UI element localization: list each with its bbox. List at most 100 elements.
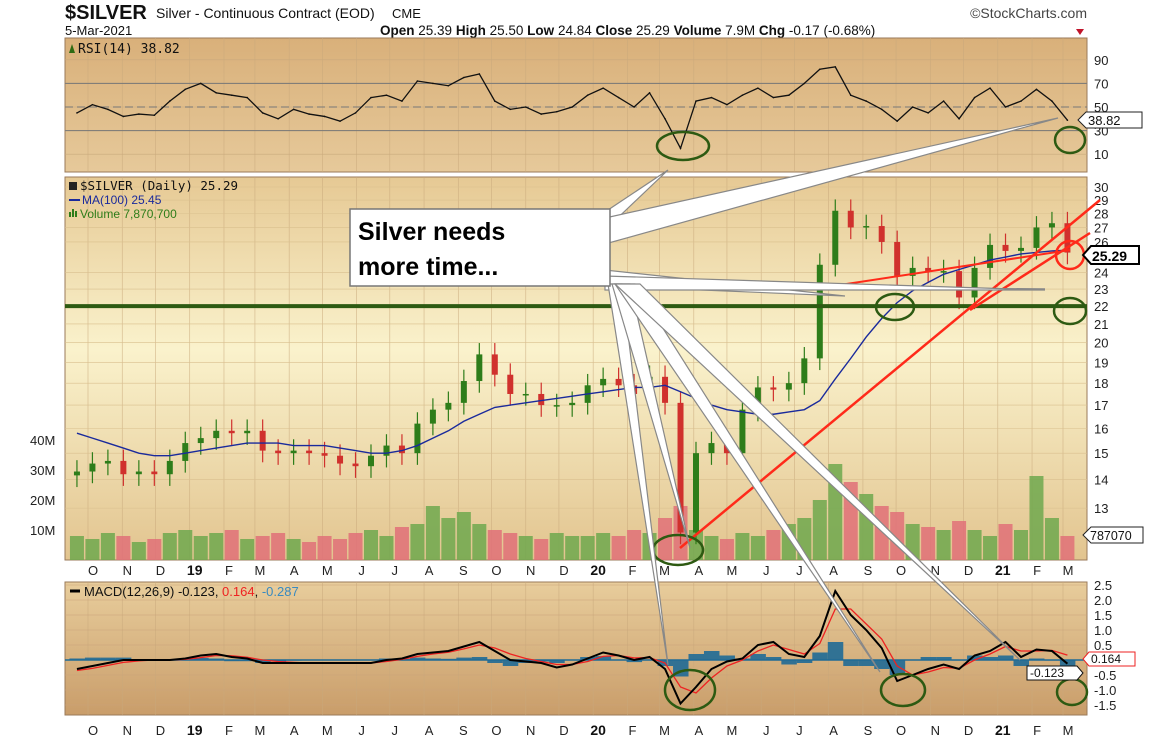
volume-bar bbox=[1013, 530, 1028, 560]
month-tick-label: D bbox=[156, 723, 165, 738]
volume-value: 7.9M bbox=[725, 23, 755, 38]
volume-bar bbox=[69, 536, 84, 560]
macd-histogram-bar bbox=[703, 651, 720, 660]
down-triangle-icon bbox=[1076, 29, 1084, 35]
chg-label: Chg bbox=[759, 23, 785, 38]
month-tick-label: F bbox=[628, 563, 636, 578]
month-tick-label: J bbox=[763, 563, 770, 578]
volume-bar bbox=[162, 533, 177, 560]
macd-histogram-bar bbox=[936, 657, 952, 660]
macd-histogram-bar bbox=[1013, 660, 1029, 666]
macd-histogram-bar bbox=[967, 655, 983, 660]
macd-histogram-bar bbox=[827, 642, 844, 660]
candle-body bbox=[1048, 223, 1055, 228]
signal-last-tag: 0.164 bbox=[1082, 651, 1136, 667]
candle-body bbox=[166, 460, 173, 475]
candle-body bbox=[244, 430, 251, 434]
volume-bar bbox=[565, 536, 580, 560]
price-tick-label: 24 bbox=[1094, 266, 1108, 281]
rsi-point bbox=[540, 113, 543, 115]
rsi-legend: RSI(14) 38.82 bbox=[78, 42, 180, 57]
volume-bar bbox=[85, 539, 100, 560]
candle-body bbox=[801, 358, 808, 384]
rsi-point bbox=[834, 66, 837, 68]
macd-histogram-bar bbox=[719, 655, 735, 660]
candle-body bbox=[662, 376, 669, 403]
candle-body bbox=[135, 471, 142, 475]
rsi-point bbox=[617, 96, 620, 99]
macd-histogram-bar bbox=[1059, 660, 1076, 669]
month-tick-label: A bbox=[694, 563, 703, 578]
macd-legend-value: -0.123 bbox=[178, 584, 215, 599]
macd-tick-label: 1.0 bbox=[1094, 623, 1112, 638]
rsi-series bbox=[76, 66, 1069, 150]
month-tick-label: A bbox=[829, 723, 838, 738]
month-tick-label: D bbox=[156, 563, 165, 578]
macd-circle-october bbox=[879, 672, 927, 708]
signal-legend-value: 0.164 bbox=[222, 584, 255, 599]
macd-tick-label: 0.5 bbox=[1094, 638, 1112, 653]
month-tick-label: O bbox=[88, 723, 98, 738]
macd-histogram-bar bbox=[874, 660, 890, 669]
candle-body bbox=[522, 393, 529, 396]
macd-histogram-bar bbox=[920, 657, 937, 660]
price-tick-label: 19 bbox=[1094, 355, 1108, 370]
volume-bar bbox=[812, 500, 827, 560]
rsi-point bbox=[942, 100, 945, 102]
rsi-point bbox=[230, 94, 233, 96]
rsi-point bbox=[989, 87, 991, 89]
candle-body bbox=[1002, 244, 1009, 251]
rsi-point bbox=[138, 113, 140, 115]
month-tick-label: A bbox=[829, 563, 838, 578]
macd-tick-label: -1.5 bbox=[1094, 698, 1116, 713]
volume-bar bbox=[503, 533, 518, 560]
volume-bar bbox=[735, 533, 750, 560]
rsi-point bbox=[586, 94, 589, 96]
rsi-point bbox=[741, 94, 744, 96]
price-circle-support bbox=[1052, 296, 1088, 326]
volume-bar bbox=[302, 542, 317, 560]
rsi-point bbox=[107, 108, 109, 111]
year-tick-label: 20 bbox=[590, 722, 606, 738]
candle-body bbox=[259, 430, 266, 451]
macd-tick-label: -1.0 bbox=[1094, 683, 1116, 698]
candle-body bbox=[956, 271, 963, 298]
high-value: 25.50 bbox=[490, 23, 524, 38]
rsi-point bbox=[849, 94, 852, 96]
candle-body bbox=[569, 402, 576, 406]
candle-body bbox=[337, 455, 344, 464]
candle-body bbox=[151, 471, 158, 475]
month-tick-label: D bbox=[559, 723, 568, 738]
volume-bar bbox=[255, 536, 270, 560]
rsi-point bbox=[169, 100, 171, 102]
rsi-point bbox=[710, 96, 713, 99]
month-tick-label: A bbox=[290, 723, 299, 738]
volume-tick-label: 40M bbox=[30, 433, 55, 448]
candle-body bbox=[909, 267, 916, 276]
candle-body bbox=[538, 393, 545, 406]
callout-line1: Silver needs bbox=[358, 218, 505, 246]
macd-legend-name: MACD(12,26,9) bbox=[84, 584, 174, 599]
candle-body bbox=[615, 378, 622, 386]
macd-histogram-bar bbox=[781, 660, 797, 665]
candle-body bbox=[290, 450, 297, 454]
volume-bar bbox=[1044, 518, 1059, 560]
rsi-point bbox=[432, 82, 434, 85]
rsi-point bbox=[602, 87, 604, 89]
month-tick-label: J bbox=[392, 563, 399, 578]
macd-histogram-bar bbox=[255, 660, 271, 663]
month-tick-label: F bbox=[1033, 723, 1041, 738]
candle-body bbox=[460, 381, 467, 403]
rsi-tick-label: 50 bbox=[1094, 100, 1108, 115]
candle-body bbox=[383, 445, 390, 456]
month-tick-label: N bbox=[526, 723, 535, 738]
rsi-point bbox=[880, 108, 883, 111]
candle-body bbox=[754, 387, 761, 410]
hist-legend-value: -0.287 bbox=[262, 584, 299, 599]
macd-histogram-bar bbox=[982, 657, 999, 660]
price-tick-label: 30 bbox=[1094, 180, 1108, 195]
price-tick-label: 14 bbox=[1094, 473, 1108, 488]
callout-pointer bbox=[613, 283, 1021, 661]
volume-bar bbox=[116, 536, 131, 560]
quote-summary: Open 25.39 High 25.50 Low 24.84 Close 25… bbox=[380, 23, 875, 38]
